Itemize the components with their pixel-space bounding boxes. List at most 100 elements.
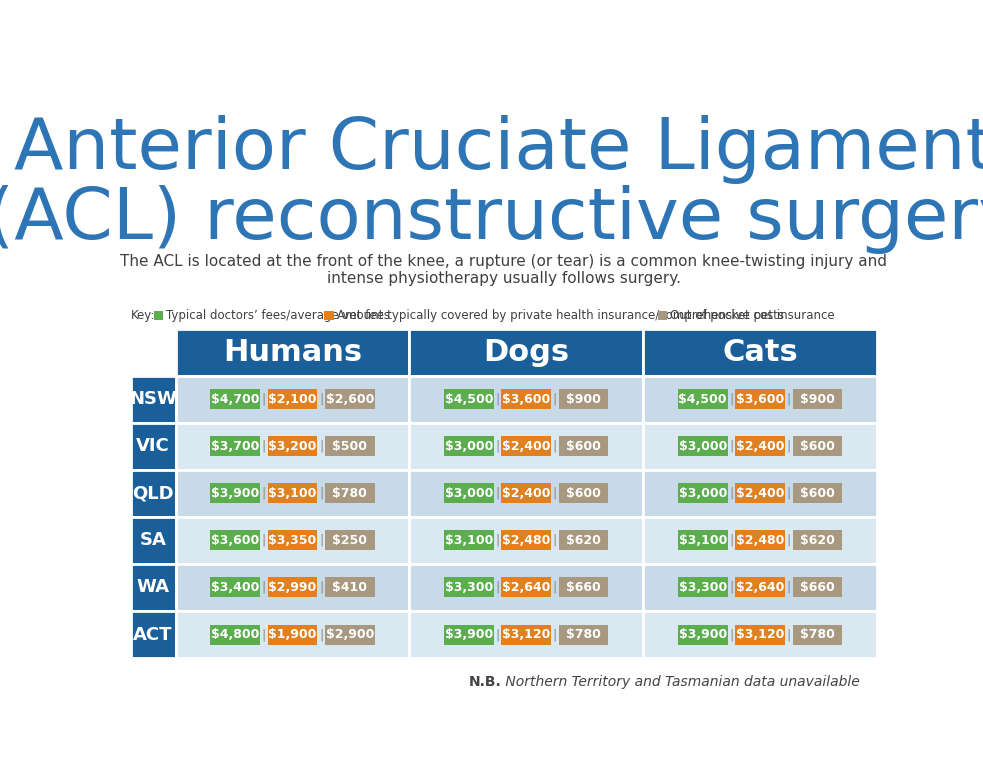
- Bar: [558, 436, 608, 456]
- Bar: [678, 436, 727, 456]
- Bar: [210, 531, 260, 551]
- Text: |: |: [261, 534, 266, 547]
- Bar: [131, 517, 176, 564]
- Text: $3,300: $3,300: [444, 581, 493, 594]
- Text: |: |: [319, 439, 323, 452]
- Bar: [678, 531, 727, 551]
- Text: |: |: [495, 392, 499, 406]
- Text: The ACL is located at the front of the knee, a rupture (or tear) is a common kne: The ACL is located at the front of the k…: [120, 254, 888, 286]
- Text: |: |: [552, 628, 557, 641]
- Bar: [501, 483, 551, 503]
- Text: |: |: [729, 439, 733, 452]
- Text: $4,500: $4,500: [444, 392, 493, 406]
- Text: |: |: [729, 628, 733, 641]
- Bar: [558, 483, 608, 503]
- Text: $3,350: $3,350: [268, 534, 317, 547]
- Text: Key:: Key:: [131, 309, 155, 322]
- Bar: [325, 531, 375, 551]
- Text: |: |: [552, 487, 557, 500]
- Text: $2,480: $2,480: [736, 534, 784, 547]
- Text: |: |: [552, 534, 557, 547]
- Bar: [501, 578, 551, 598]
- Bar: [210, 389, 260, 409]
- Text: |: |: [319, 581, 323, 594]
- Text: $3,700: $3,700: [211, 439, 260, 452]
- Text: Amount typically covered by private health insurance/comprehensive pet insurance: Amount typically covered by private heal…: [337, 309, 835, 322]
- Text: |: |: [495, 628, 499, 641]
- Bar: [444, 624, 493, 644]
- Text: $620: $620: [566, 534, 601, 547]
- Text: |: |: [495, 487, 499, 500]
- Bar: [444, 531, 493, 551]
- Bar: [643, 470, 877, 517]
- Bar: [176, 376, 409, 422]
- Bar: [176, 564, 409, 611]
- Bar: [678, 389, 727, 409]
- Text: |: |: [261, 581, 266, 594]
- Text: Northern Territory and Tasmanian data unavailable: Northern Territory and Tasmanian data un…: [501, 675, 860, 689]
- Bar: [267, 436, 318, 456]
- Bar: [131, 422, 176, 470]
- Bar: [643, 376, 877, 422]
- Text: Dogs: Dogs: [484, 338, 569, 367]
- Text: Typical doctors’ fees/average vet fees: Typical doctors’ fees/average vet fees: [166, 309, 390, 322]
- Text: |: |: [786, 392, 791, 406]
- Text: $600: $600: [800, 439, 835, 452]
- Bar: [501, 624, 551, 644]
- Bar: [210, 436, 260, 456]
- Text: WA: WA: [137, 578, 170, 597]
- Text: $1,900: $1,900: [268, 628, 317, 641]
- Bar: [678, 483, 727, 503]
- Bar: [131, 564, 176, 611]
- Text: $2,640: $2,640: [736, 581, 784, 594]
- Text: |: |: [786, 439, 791, 452]
- Bar: [210, 483, 260, 503]
- Bar: [501, 389, 551, 409]
- Text: $3,900: $3,900: [678, 628, 726, 641]
- Text: $500: $500: [332, 439, 368, 452]
- Bar: [325, 436, 375, 456]
- Text: |: |: [495, 581, 499, 594]
- Bar: [324, 311, 333, 320]
- Bar: [176, 329, 409, 376]
- Text: |: |: [786, 534, 791, 547]
- Text: |: |: [319, 628, 323, 641]
- Bar: [735, 578, 784, 598]
- Bar: [658, 311, 666, 320]
- Text: $2,480: $2,480: [502, 534, 550, 547]
- Bar: [131, 470, 176, 517]
- Text: Anterior Cruciate Ligament: Anterior Cruciate Ligament: [14, 115, 983, 184]
- Text: |: |: [786, 628, 791, 641]
- Text: $3,100: $3,100: [268, 487, 317, 500]
- Text: $660: $660: [800, 581, 835, 594]
- Text: $3,600: $3,600: [736, 392, 784, 406]
- Bar: [176, 422, 409, 470]
- Bar: [131, 611, 176, 658]
- Text: $3,900: $3,900: [444, 628, 493, 641]
- Text: $600: $600: [566, 487, 601, 500]
- Bar: [735, 483, 784, 503]
- Text: $2,600: $2,600: [325, 392, 374, 406]
- Text: |: |: [495, 534, 499, 547]
- Text: |: |: [729, 581, 733, 594]
- Text: $780: $780: [800, 628, 835, 641]
- Text: $2,640: $2,640: [502, 581, 550, 594]
- Text: $4,700: $4,700: [211, 392, 260, 406]
- Bar: [325, 578, 375, 598]
- Bar: [792, 578, 842, 598]
- Bar: [735, 389, 784, 409]
- Text: |: |: [552, 581, 557, 594]
- Text: NSW: NSW: [129, 390, 177, 408]
- Text: |: |: [729, 534, 733, 547]
- Text: $3,120: $3,120: [502, 628, 550, 641]
- Bar: [325, 389, 375, 409]
- Bar: [558, 624, 608, 644]
- Bar: [501, 436, 551, 456]
- Bar: [409, 422, 643, 470]
- Bar: [176, 611, 409, 658]
- Text: Humans: Humans: [223, 338, 362, 367]
- Bar: [678, 578, 727, 598]
- Bar: [154, 311, 163, 320]
- Text: $3,200: $3,200: [268, 439, 317, 452]
- Bar: [643, 329, 877, 376]
